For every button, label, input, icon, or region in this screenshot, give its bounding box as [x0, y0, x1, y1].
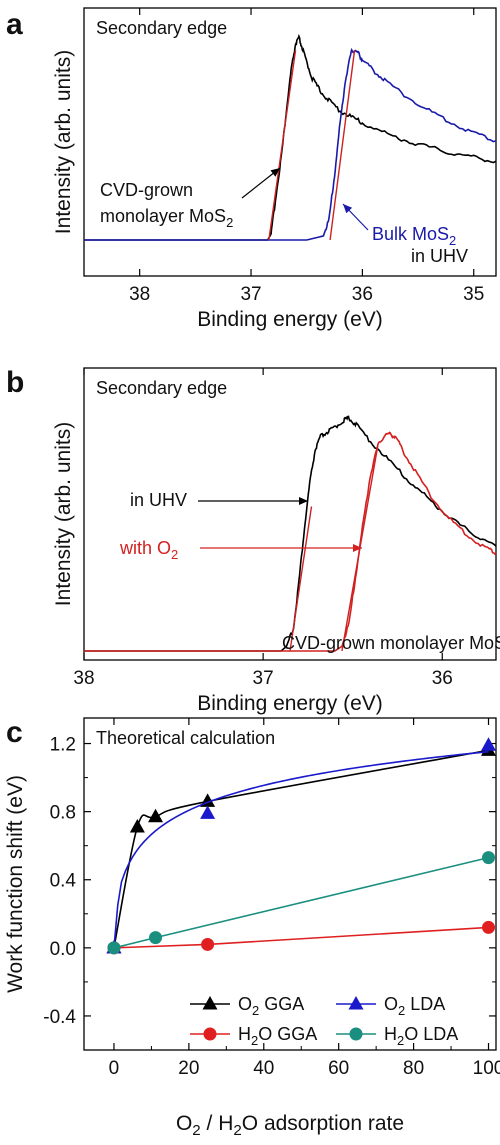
secondary-edge-label: Secondary edge — [96, 18, 227, 38]
series-label-bulk: Bulk MoS2 — [372, 224, 456, 248]
x-tick-label: 0 — [109, 1058, 120, 1079]
subscript-text: 2 — [398, 1003, 405, 1018]
label-text: O GGA — [258, 1024, 317, 1044]
y-tick-label: 0.8 — [50, 803, 76, 824]
arrow-head — [343, 204, 353, 214]
subscript-text: 2 — [233, 1122, 241, 1139]
subscript-text: 2 — [397, 1033, 404, 1048]
arrow-head — [353, 544, 362, 552]
data-point — [107, 941, 121, 955]
data-point — [200, 805, 216, 819]
x-tick-label: 100 — [473, 1058, 500, 1079]
label-text: O — [238, 994, 252, 1014]
data-point — [482, 851, 496, 865]
label-text: H — [238, 1024, 251, 1044]
panel-letter-c: c — [6, 716, 23, 749]
x-tick-label: 40 — [253, 1058, 274, 1079]
series-line-3 — [113, 856, 489, 949]
series-label-uhv: in UHV — [130, 490, 187, 510]
label-text: monolayer MoS — [100, 206, 226, 226]
fit-line-0 — [289, 506, 313, 652]
label-text: H — [384, 1024, 397, 1044]
series-label-cvd: CVD-grown — [100, 180, 193, 200]
y-axis-title: Intensity (arb. units) — [52, 422, 75, 606]
chart-title: Theoretical calculation — [96, 728, 275, 748]
series-label-o2: with O2 — [119, 538, 178, 562]
panel-a: 38 37 36 35 Binding energy (eV) Intensity (ar… — [6, 7, 497, 331]
label-text: LDA — [405, 994, 445, 1014]
label-text: O LDA — [404, 1024, 458, 1044]
plot-frame — [83, 717, 497, 1051]
x-tick-label: 38 — [73, 668, 94, 689]
legend-label-1: O2 LDA — [384, 994, 445, 1018]
y-tick-label: 0.0 — [50, 939, 76, 960]
data-point — [148, 808, 164, 823]
data-point — [129, 818, 145, 833]
series-line-1 — [84, 431, 497, 652]
label-text: CVD-grown monolayer MoS — [282, 633, 500, 653]
fit-line-0 — [268, 50, 297, 241]
panel-letter-a: a — [6, 8, 23, 41]
series-line-0 — [113, 749, 489, 948]
panel-b: 38 37 36 Binding energy (eV) Intensity (arb.… — [6, 366, 500, 715]
data-point — [149, 931, 163, 945]
y-axis-title: Intensity (arb. units) — [52, 50, 75, 234]
x-tick-label: 37 — [253, 668, 274, 689]
legend-marker-1 — [348, 996, 364, 1010]
subscript-text: 2 — [226, 215, 233, 230]
label-text: O adsorption rate — [242, 1112, 404, 1135]
y-tick-label: -0.4 — [43, 1007, 76, 1028]
legend-marker-0 — [202, 996, 218, 1010]
series-label-cvd-line2: monolayer MoS2 — [100, 206, 233, 230]
data-point — [481, 737, 497, 751]
label-text: GGA — [259, 994, 304, 1014]
plot-frame — [83, 367, 497, 661]
label-text: O — [176, 1112, 192, 1135]
label-text: Bulk MoS — [372, 224, 449, 244]
series-line-1 — [113, 750, 489, 948]
x-tick-label: 37 — [240, 284, 261, 305]
x-tick-label: 36 — [432, 668, 453, 689]
x-tick-label: 80 — [403, 1058, 424, 1079]
subscript-text: 2 — [171, 547, 178, 562]
x-tick-label: 38 — [129, 284, 150, 305]
panel-c: c Theoretical calculation 0 20 40 60 80 100 -0.4… — [4, 716, 500, 1139]
data-point — [482, 920, 496, 934]
x-tick-label: 20 — [178, 1058, 199, 1079]
legend-label-2: H2O GGA — [238, 1024, 317, 1048]
label-text: with O — [119, 538, 171, 558]
x-axis-title: Binding energy (eV) — [197, 308, 383, 331]
subscript-text: 2 — [251, 1033, 258, 1048]
sample-label: CVD-grown monolayer MoS2 — [282, 633, 500, 657]
y-tick-label: 1.2 — [50, 735, 76, 756]
uhv-label: in UHV — [411, 246, 468, 266]
label-text: / H — [201, 1112, 234, 1135]
y-axis-title: Work function shift (eV) — [4, 775, 27, 993]
arrow-head — [270, 168, 280, 177]
subscript-text: 2 — [192, 1122, 200, 1139]
legend-label-3: H2O LDA — [384, 1024, 458, 1048]
legend-marker-2 — [203, 1027, 217, 1041]
legend-marker-3 — [349, 1027, 363, 1041]
x-axis-title: O2 / H2O adsorption rate — [176, 1112, 404, 1139]
subscript-text: 2 — [252, 1003, 259, 1018]
data-point — [201, 937, 215, 951]
x-tick-label: 35 — [463, 284, 484, 305]
x-axis-title: Binding energy (eV) — [197, 692, 383, 715]
series-line-0 — [84, 33, 497, 241]
panel-letter-b: b — [6, 366, 24, 399]
subscript-text: 2 — [449, 233, 456, 248]
legend-label-0: O2 GGA — [238, 994, 304, 1018]
series-line-0 — [84, 415, 497, 652]
plot-frame — [83, 7, 497, 277]
label-text: O — [384, 994, 398, 1014]
fit-line-1 — [329, 50, 356, 241]
series-line-2 — [113, 926, 489, 949]
y-tick-label: 0.4 — [50, 871, 77, 892]
secondary-edge-label: Secondary edge — [96, 378, 227, 398]
x-tick-label: 60 — [328, 1058, 349, 1079]
arrow-head — [299, 497, 308, 505]
x-tick-label: 36 — [352, 284, 373, 305]
